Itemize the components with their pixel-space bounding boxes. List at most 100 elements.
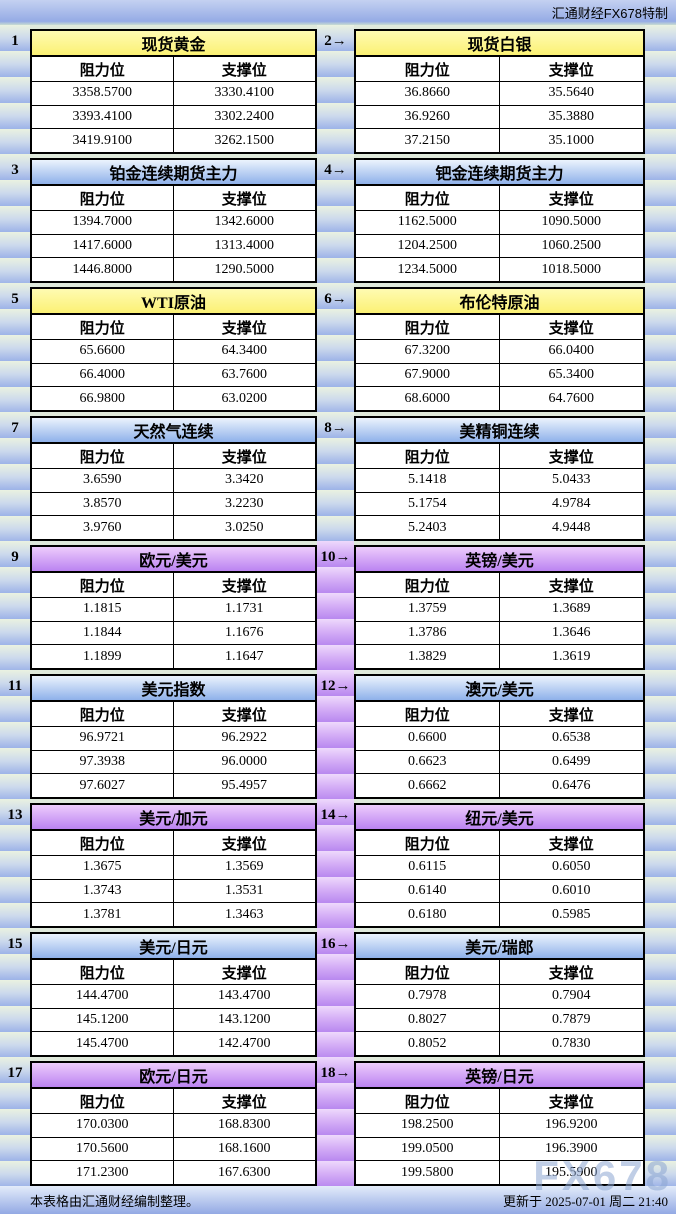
left-block-wrap: WTI原油 阻力位 支撑位 65.6600 64.3400 66.4000 63…	[30, 283, 317, 412]
table-row: 0.6623 0.6499	[356, 750, 643, 775]
right-block-wrap: 英镑/美元 阻力位 支撑位 1.3759 1.3689 1.3786 1.364…	[354, 541, 645, 670]
right-block-wrap: 美精铜连续 阻力位 支撑位 5.1418 5.0433 5.1754 4.978…	[354, 412, 645, 541]
support-value: 0.6050	[552, 859, 591, 875]
table-row: 3.8570 3.2230	[32, 492, 315, 517]
right-edge-strip	[645, 25, 676, 154]
center-gap: 4→	[317, 154, 354, 283]
column-header-row: 阻力位 支撑位	[32, 573, 315, 598]
support-column-header: 支撑位	[548, 707, 594, 724]
left-block-wrap: 欧元/美元 阻力位 支撑位 1.1815 1.1731 1.1844 1.167…	[30, 541, 317, 670]
resistance-value: 170.0300	[32, 1114, 174, 1137]
resistance-value: 66.9800	[32, 387, 174, 411]
section-row: 11 美元指数 阻力位 支撑位 96.9721 96.2922 97.3938 …	[0, 670, 676, 799]
support-value: 4.9448	[552, 519, 591, 535]
quote-block: 美元/瑞郎 阻力位 支撑位 0.7978 0.7904 0.8027 0.787…	[354, 932, 645, 1057]
left-index-strip: 15	[0, 928, 30, 1057]
support-value: 1018.5000	[541, 261, 602, 277]
resistance-value: 96.9721	[32, 727, 174, 750]
right-block-number: 18→	[320, 1065, 351, 1081]
left-block-number: 7	[11, 420, 19, 436]
left-block-number: 17	[7, 1065, 23, 1081]
left-block-number: 5	[11, 291, 19, 307]
resistance-column-header: 阻力位	[356, 960, 500, 984]
quote-block: 英镑/日元 阻力位 支撑位 198.2500 196.9200 199.0500…	[354, 1061, 645, 1186]
section-row: 7 天然气连续 阻力位 支撑位 3.6590 3.3420 3.8570 3.2…	[0, 412, 676, 541]
support-value: 142.4700	[218, 1035, 271, 1051]
resistance-value: 171.2300	[32, 1161, 174, 1185]
table-row: 97.3938 96.0000	[32, 750, 315, 775]
left-block-title: 天然气连续	[32, 418, 315, 444]
support-value: 196.3900	[545, 1141, 598, 1156]
table-row: 144.4700 143.4700	[32, 985, 315, 1009]
resistance-column-header: 阻力位	[356, 1089, 500, 1113]
column-header-row: 阻力位 支撑位	[356, 315, 643, 340]
quote-block: 天然气连续 阻力位 支撑位 3.6590 3.3420 3.8570 3.223…	[30, 416, 317, 541]
left-block-title: 美元/加元	[32, 805, 315, 831]
resistance-value: 67.9000	[356, 363, 500, 387]
right-edge-strip	[645, 670, 676, 799]
support-value: 96.0000	[221, 754, 268, 769]
resistance-value: 97.6027	[32, 774, 174, 798]
resistance-value: 0.6662	[356, 774, 500, 798]
resistance-value: 198.2500	[356, 1114, 500, 1137]
resistance-value: 170.5600	[32, 1137, 174, 1161]
resistance-value: 1417.6000	[32, 234, 174, 258]
section-row: 1 现货黄金 阻力位 支撑位 3358.5700 3330.4100 3393.…	[0, 25, 676, 154]
resistance-value: 144.4700	[32, 985, 174, 1008]
support-value: 196.9200	[545, 1117, 598, 1133]
support-value: 1342.6000	[214, 214, 275, 230]
table-row: 5.1754 4.9784	[356, 492, 643, 517]
support-value: 0.7830	[552, 1035, 591, 1051]
support-value: 0.6010	[552, 883, 591, 898]
support-value: 65.3400	[548, 367, 595, 382]
quote-block: 现货白银 阻力位 支撑位 36.8660 35.5640 36.9260 35.…	[354, 29, 645, 154]
left-block-number: 1	[11, 33, 19, 49]
resistance-value: 1.3786	[356, 621, 500, 645]
right-edge-strip	[645, 541, 676, 670]
table-row: 0.6140 0.6010	[356, 879, 643, 904]
resistance-column-header: 阻力位	[356, 186, 500, 210]
column-header-row: 阻力位 支撑位	[356, 444, 643, 469]
support-value: 1.3569	[225, 859, 264, 875]
right-block-title: 现货白银	[356, 31, 643, 57]
resistance-column-header: 阻力位	[32, 1089, 174, 1113]
center-gap: 12→	[317, 670, 354, 799]
column-header-row: 阻力位 支撑位	[356, 1089, 643, 1114]
table-row: 1.1844 1.1676	[32, 621, 315, 646]
table-row: 3.9760 3.0250	[32, 516, 315, 540]
table-row: 1.3759 1.3689	[356, 598, 643, 622]
right-block-title: 英镑/美元	[356, 547, 643, 573]
center-gap: 14→	[317, 799, 354, 928]
left-block-number: 13	[7, 807, 23, 823]
center-gap: 8→	[317, 412, 354, 541]
quote-block: 英镑/美元 阻力位 支撑位 1.3759 1.3689 1.3786 1.364…	[354, 545, 645, 670]
right-block-title: 纽元/美元	[356, 805, 643, 831]
center-gap: 18→	[317, 1057, 354, 1186]
support-value: 1.3689	[552, 601, 591, 617]
support-value: 35.1000	[548, 132, 595, 148]
section-row: 9 欧元/美元 阻力位 支撑位 1.1815 1.1731 1.1844 1.1…	[0, 541, 676, 670]
support-value: 63.0200	[221, 390, 268, 406]
table-row: 65.6600 64.3400	[32, 340, 315, 364]
column-header-row: 阻力位 支撑位	[356, 573, 643, 598]
support-column-header: 支撑位	[221, 62, 267, 79]
right-block-number: 6→	[324, 291, 347, 307]
column-header-row: 阻力位 支撑位	[32, 1089, 315, 1114]
resistance-column-header: 阻力位	[32, 186, 174, 210]
support-value: 0.6476	[552, 777, 591, 793]
table-row: 1417.6000 1313.4000	[32, 234, 315, 259]
left-block-number: 11	[7, 678, 23, 694]
resistance-value: 1162.5000	[356, 211, 500, 234]
section-row: 3 铂金连续期货主力 阻力位 支撑位 1394.7000 1342.6000 1…	[0, 154, 676, 283]
resistance-value: 1446.8000	[32, 258, 174, 282]
quote-block: 澳元/美元 阻力位 支撑位 0.6600 0.6538 0.6623 0.649…	[354, 674, 645, 799]
table-row: 0.6115 0.6050	[356, 856, 643, 880]
support-value: 3302.2400	[214, 109, 275, 124]
center-gap: 2→	[317, 25, 354, 154]
right-block-title: 美元/瑞郎	[356, 934, 643, 960]
support-value: 0.6499	[552, 754, 591, 769]
table-row: 67.9000 65.3400	[356, 363, 643, 388]
resistance-value: 97.3938	[32, 750, 174, 774]
support-column-header: 支撑位	[548, 62, 594, 79]
